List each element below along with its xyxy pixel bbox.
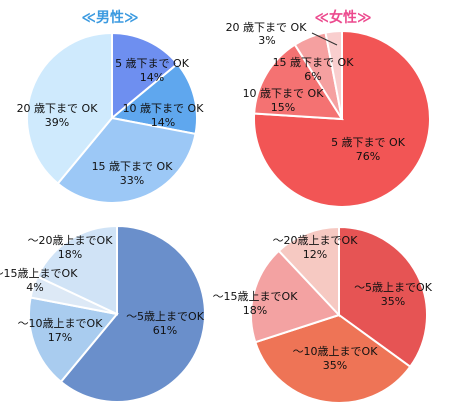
slice-value-label: 14%	[151, 116, 175, 129]
pie-slice	[26, 31, 113, 185]
slice-value-label: 35%	[323, 359, 347, 372]
pie-chart-4: 〜5歳上までOK35%〜10歳上までOK35%〜15歳上までOK18%〜20歳上…	[213, 225, 433, 404]
pie-slice	[111, 31, 179, 121]
slice-value-label: 3%	[258, 34, 275, 47]
slice-label: 15 歳下まで OK	[273, 56, 355, 69]
slice-label: 〜20歳上までOK	[28, 234, 114, 247]
slice-label: 〜10歳上までOK	[293, 345, 379, 358]
slice-value-label: 61%	[153, 324, 177, 337]
pie-slice	[59, 224, 206, 403]
slice-label: 20 歳下まで OK	[226, 21, 308, 34]
slice-value-label: 4%	[26, 281, 43, 294]
slice-value-label: 15%	[271, 101, 295, 114]
pie-slice	[324, 29, 343, 120]
slice-value-label: 39%	[45, 116, 69, 129]
pie-slice	[253, 43, 344, 121]
pie-slice	[277, 225, 340, 318]
slice-label: 10 歳下まで OK	[243, 87, 325, 100]
slice-value-label: 18%	[243, 304, 267, 317]
pie-slice	[254, 313, 412, 404]
pie-slice	[109, 62, 198, 136]
pie-slice	[338, 225, 428, 369]
leader-line	[311, 32, 338, 46]
slice-label: 5 歳下まで OK	[331, 136, 406, 149]
pie-slice	[56, 116, 197, 204]
slice-label: 〜5歳上までOK	[354, 281, 433, 294]
slice-value-label: 35%	[381, 295, 405, 308]
slice-value-label: 33%	[120, 174, 144, 187]
pie-slice	[250, 249, 341, 344]
slice-label: 20 歳下まで OK	[17, 102, 99, 115]
slice-value-label: 12%	[303, 248, 327, 261]
slice-label: 5 歳下まで OK	[115, 57, 190, 70]
slice-label: 〜15歳上までOK	[213, 290, 299, 303]
slice-label: 15 歳下まで OK	[92, 160, 174, 173]
pie-slice	[28, 296, 119, 384]
slice-label: 〜5歳上までOK	[126, 310, 205, 323]
slice-label: 〜10歳上までOK	[18, 317, 104, 330]
male-chart-title: ≪男性≫	[81, 9, 138, 26]
slice-value-label: 18%	[58, 248, 82, 261]
slice-value-label: 17%	[48, 331, 72, 344]
slice-value-label: 76%	[356, 150, 380, 163]
slice-label: 〜20歳上までOK	[273, 234, 359, 247]
slice-value-label: 14%	[140, 71, 164, 84]
slice-value-label: 6%	[304, 70, 321, 83]
slice-label: 10 歳下まで OK	[123, 102, 205, 115]
slice-label: 〜15歳上までOK	[0, 267, 78, 280]
pie-slice	[36, 224, 118, 316]
female-chart-title: ≪女性≫	[314, 9, 371, 26]
